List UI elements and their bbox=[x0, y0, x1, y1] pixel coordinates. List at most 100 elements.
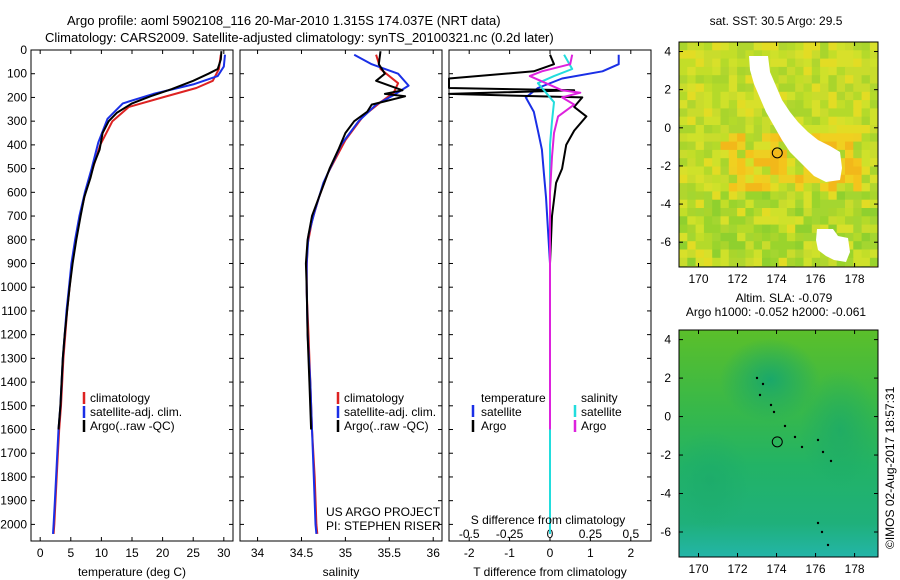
x-tick-label: 25 bbox=[187, 546, 201, 560]
map-x-tick-label: 176 bbox=[806, 272, 826, 286]
sst-cell bbox=[687, 158, 697, 168]
sst-cell bbox=[853, 83, 863, 93]
sst-cell bbox=[836, 133, 846, 143]
sst-cell bbox=[820, 66, 829, 76]
sst-cell bbox=[737, 100, 746, 109]
sst-cell bbox=[712, 249, 722, 259]
x-tick-label: 35 bbox=[339, 546, 353, 560]
sst-cell bbox=[728, 149, 738, 159]
sst-cell bbox=[695, 208, 705, 217]
sst-cell bbox=[745, 100, 755, 109]
sst-cell bbox=[861, 42, 871, 51]
sst-cell bbox=[679, 58, 688, 68]
sst-cell bbox=[861, 125, 871, 134]
sst-cell bbox=[845, 241, 854, 251]
sst-cell bbox=[695, 174, 705, 184]
sst-cell bbox=[762, 149, 771, 159]
sst-cell bbox=[828, 116, 838, 126]
sst-cell bbox=[703, 149, 713, 159]
sst-cell bbox=[762, 199, 771, 209]
sst-cell bbox=[828, 50, 838, 60]
sla-map-axes: 170 172 174 176 178 4 2 0 -2 -4 -6 bbox=[660, 330, 878, 576]
map-x-tick-label: 170 bbox=[688, 562, 708, 576]
sst-cell bbox=[728, 50, 738, 60]
x-tick-label: 20 bbox=[156, 546, 170, 560]
sst-cell bbox=[861, 257, 871, 267]
sst-cell bbox=[795, 199, 805, 209]
sst-cell bbox=[811, 249, 821, 259]
sst-cell bbox=[820, 42, 829, 51]
sla-heatmap bbox=[679, 330, 878, 557]
sst-cell bbox=[878, 117, 887, 126]
sst-cell bbox=[778, 174, 788, 184]
map-x-tick-label: 178 bbox=[845, 272, 865, 286]
sst-cell bbox=[770, 249, 780, 259]
sst-cell bbox=[811, 133, 821, 143]
sst-cell bbox=[853, 58, 863, 68]
sst-cell bbox=[679, 249, 688, 259]
sst-cell bbox=[878, 150, 887, 159]
depth-tick-label: 1700 bbox=[0, 446, 27, 460]
sst-cell bbox=[687, 191, 697, 201]
sst-cell bbox=[795, 249, 805, 259]
x-tick-label: 2 bbox=[627, 546, 634, 560]
sst-cell bbox=[878, 241, 887, 250]
sst-cell bbox=[679, 232, 688, 242]
sst-cell bbox=[869, 141, 878, 151]
sst-cell bbox=[687, 100, 697, 109]
sst-cell bbox=[770, 149, 780, 159]
sst-cell bbox=[778, 83, 788, 93]
sst-cell bbox=[737, 183, 746, 192]
sst-cell bbox=[679, 224, 688, 234]
sst-cell bbox=[845, 66, 854, 76]
sla-float-marker bbox=[771, 436, 783, 448]
float-position-marker bbox=[771, 147, 783, 159]
sst-cell bbox=[811, 100, 821, 109]
sst-cell bbox=[737, 125, 746, 134]
legend-label-temp-argo: Argo bbox=[481, 419, 507, 433]
sst-cell bbox=[853, 174, 863, 184]
sst-cell bbox=[695, 141, 705, 151]
sst-cell bbox=[828, 208, 838, 217]
sst-cell bbox=[803, 249, 813, 259]
sst-cell bbox=[778, 241, 788, 251]
sst-cell bbox=[811, 183, 821, 192]
figure-title-line2: Climatology: CARS2009. Satellite-adjuste… bbox=[45, 30, 554, 45]
sst-cell bbox=[737, 75, 746, 85]
sst-cell bbox=[828, 42, 838, 51]
sst-cell bbox=[770, 257, 780, 267]
sst-cell bbox=[853, 125, 863, 134]
sst-cell bbox=[828, 216, 838, 226]
sst-cell bbox=[712, 75, 722, 85]
sst-cell bbox=[778, 249, 788, 259]
sst-cell bbox=[720, 249, 730, 259]
sst-cell bbox=[728, 125, 738, 134]
sst-cell bbox=[869, 174, 878, 184]
sst-cell bbox=[778, 58, 788, 68]
series-line-argo-raw-qc- bbox=[304, 51, 407, 430]
sst-cell bbox=[786, 174, 796, 184]
sst-cell bbox=[820, 183, 829, 192]
sst-cell bbox=[737, 166, 746, 176]
sst-cell bbox=[679, 133, 688, 143]
sst-cell bbox=[853, 133, 863, 143]
sst-cell bbox=[687, 125, 697, 134]
sst-cell bbox=[845, 191, 854, 201]
sst-cell bbox=[778, 158, 788, 168]
sst-cell bbox=[703, 133, 713, 143]
x-tick-label: 15 bbox=[125, 546, 139, 560]
sst-cell bbox=[753, 50, 763, 60]
sst-cell bbox=[720, 42, 730, 51]
sst-cell bbox=[795, 191, 805, 201]
sst-cell bbox=[703, 141, 713, 151]
sst-cell bbox=[695, 224, 705, 234]
sst-cell bbox=[762, 216, 771, 226]
sst-cell bbox=[753, 257, 763, 267]
sst-cell bbox=[820, 75, 829, 85]
sst-cell bbox=[770, 183, 780, 192]
sst-cell bbox=[786, 58, 796, 68]
sst-cell bbox=[720, 191, 730, 201]
sst-cell bbox=[786, 241, 796, 251]
sst-cell bbox=[836, 83, 846, 93]
figure-title-line1: Argo profile: aoml 5902108_116 20-Mar-20… bbox=[67, 13, 501, 28]
